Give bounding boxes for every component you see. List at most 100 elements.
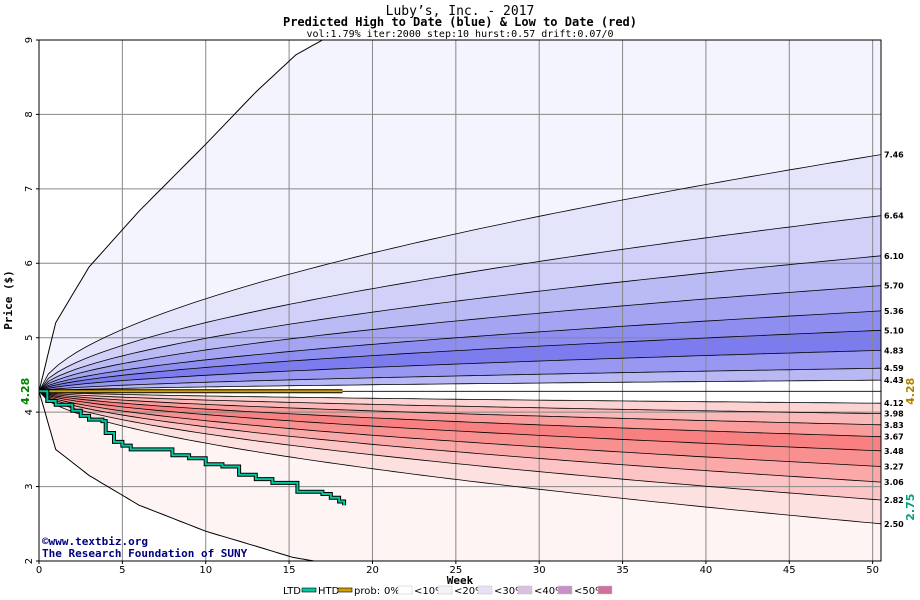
- band-lower-6: [39, 391, 881, 500]
- band-upper-1: [39, 215, 881, 392]
- legend-item-label-3: <30%: [494, 586, 525, 597]
- x-tick-label-35: 35: [616, 565, 629, 576]
- outer-envelope: [38, 39, 323, 562]
- band-upper-6: [39, 350, 881, 392]
- band-end-label-13: 3.48: [884, 447, 904, 456]
- band-upper-2: [39, 255, 881, 392]
- legend-item-swatch-3: [517, 585, 533, 595]
- contour-9: [38, 390, 882, 404]
- band-end-label-7: 4.59: [884, 364, 904, 373]
- band-end-label-2: 6.10: [884, 252, 904, 261]
- legend-item-swatch-0: [397, 585, 413, 595]
- legend-ltd-label: LTD: [283, 586, 301, 597]
- band-end-label-15: 3.06: [884, 478, 904, 487]
- legend-item-swatch-5: [597, 585, 613, 595]
- band-upper-3: [39, 285, 881, 392]
- probability-bands: [39, 40, 881, 561]
- legend-item-swatch-4: [557, 585, 573, 595]
- band-end-label-4: 5.36: [884, 307, 904, 316]
- band-end-label-1: 6.64: [884, 212, 904, 221]
- band-end-label-10: 3.98: [884, 410, 904, 419]
- y-tick-label-4: 4: [24, 409, 35, 415]
- band-lower-outer: [39, 391, 881, 561]
- contour-7: [38, 367, 882, 392]
- x-tick-label-15: 15: [283, 565, 296, 576]
- contour-12: [38, 390, 882, 438]
- y-axis-label: Price ($): [2, 270, 15, 330]
- series-lines: [39, 389, 347, 506]
- legend-ltd-swatch: [301, 587, 317, 593]
- start-price-label: 4.28: [19, 378, 32, 405]
- band-end-label-5: 5.10: [884, 326, 904, 335]
- band-upper-0: [39, 154, 881, 392]
- band-lower-4: [39, 391, 881, 467]
- x-tick-label-5: 5: [119, 565, 125, 576]
- contour-14: [38, 390, 882, 467]
- band-upper-outer: [39, 40, 881, 392]
- legend-htd-label: HTD: [318, 586, 340, 597]
- band-lower-5: [39, 391, 881, 483]
- contour-4: [38, 310, 882, 392]
- legend-item-label-2: <20%: [454, 586, 485, 597]
- y-tick-label-8: 8: [24, 111, 35, 117]
- y-tick-label-5: 5: [24, 335, 35, 341]
- envelope-mask-high: [39, 40, 323, 392]
- band-end-label-3: 5.70: [884, 282, 904, 291]
- band-end-label-16: 2.82: [884, 496, 904, 505]
- contour-16: [38, 390, 882, 501]
- ltd-line: [39, 390, 346, 506]
- band-end-label-8: 4.43: [884, 376, 904, 385]
- x-axis-label: Week: [447, 574, 474, 587]
- envelope-high: [38, 39, 323, 392]
- contour-2: [38, 255, 882, 392]
- envelope-mask-low: [39, 391, 315, 561]
- band-end-label-12: 3.67: [884, 433, 904, 442]
- band-upper-4: [39, 310, 881, 392]
- contour-6: [38, 350, 882, 392]
- band-upper-7: [39, 368, 881, 392]
- y-tick-label-9: 9: [24, 37, 35, 43]
- legend-item-label-0: 0%: [384, 586, 400, 597]
- band-contours: [38, 154, 882, 525]
- plot-frame: [38, 39, 882, 562]
- contour-17: [38, 391, 882, 525]
- band-lower-7: [39, 391, 881, 524]
- chart-params: vol:1.79% iter:2000 step:10 hurst:0.57 d…: [306, 29, 613, 40]
- x-tick-label-20: 20: [366, 565, 379, 576]
- band-lower-1: [39, 391, 881, 425]
- contour-8: [38, 379, 882, 392]
- band-end-label-14: 3.27: [884, 462, 904, 471]
- watermark-url: ©www.textbiz.org: [42, 535, 148, 548]
- legend: LTD HTD prob: 0% <10% <20% <30% <40% <50%: [283, 585, 613, 597]
- band-upper-5: [39, 330, 881, 392]
- x-tick-label-45: 45: [783, 565, 796, 576]
- x-axis-ticks: 0 5 10 15 20 25 30 35 40 45 50: [36, 561, 879, 576]
- contour-10: [38, 390, 882, 414]
- contour-5: [38, 329, 882, 392]
- contour-11: [38, 390, 882, 426]
- contour-3: [38, 285, 882, 392]
- band-end-label-17: 2.50: [884, 520, 904, 529]
- envelope-low: [38, 391, 315, 562]
- watermark-org: The Research Foundation of SUNY: [42, 547, 248, 560]
- contour-0: [38, 154, 882, 392]
- chart-subtitle: Predicted High to Date (blue) & Low to D…: [283, 15, 637, 29]
- legend-item-swatch-2: [477, 585, 493, 595]
- contour-13: [38, 390, 882, 452]
- contour-1: [38, 215, 882, 392]
- y-axis-ticks: 2 3 4 5 6 7 8 9: [24, 37, 39, 564]
- x-tick-label-30: 30: [533, 565, 546, 576]
- high-to-date-label: 4.28: [904, 378, 917, 405]
- x-tick-label-10: 10: [199, 565, 212, 576]
- x-tick-label-40: 40: [700, 565, 713, 576]
- legend-item-label-4: <40%: [534, 586, 565, 597]
- y-tick-label-6: 6: [24, 260, 35, 266]
- legend-item-label-5: <50%: [574, 586, 605, 597]
- y-tick-label-3: 3: [24, 483, 35, 489]
- band-lower-3: [39, 391, 881, 451]
- legend-item-swatch-1: [437, 585, 453, 595]
- band-end-label-6: 4.83: [884, 346, 904, 355]
- x-tick-label-0: 0: [36, 565, 42, 576]
- contour-15: [38, 390, 882, 483]
